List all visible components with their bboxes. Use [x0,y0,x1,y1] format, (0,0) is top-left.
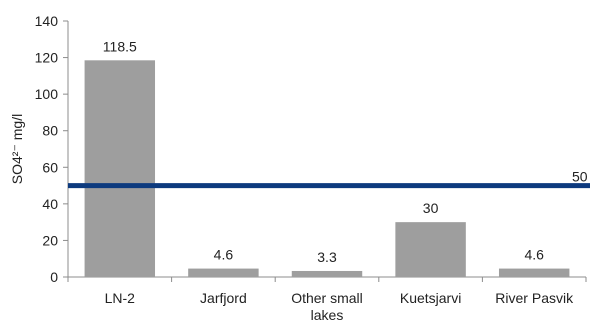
bar [291,270,363,277]
category-label: River Pasvik [495,290,574,306]
y-tick-label: 140 [35,13,59,29]
y-tick-label: 100 [35,86,59,102]
category-labels: LN-2 Jarfjord Other small lakes Kuetsjarvi Ri… [105,290,574,320]
data-label: 4.6 [524,247,544,263]
category-label: Kuetsjarvi [400,290,461,306]
y-tick-label: 0 [50,269,58,285]
category-label: Other small lakes [291,290,363,320]
y-tick-label: 120 [35,50,59,66]
y-ticks: 0 20 40 60 80 100 120 140 [35,13,68,285]
category-label: Jarfjord [200,290,247,306]
y-axis-label: SO4²⁻ mg/l [9,114,25,184]
data-label: 30 [423,200,439,216]
data-label: 118.5 [103,38,137,54]
bars [84,60,570,277]
y-tick-label: 60 [42,159,58,175]
data-label: 3.3 [317,249,337,265]
y-tick-label: 80 [42,123,58,139]
y-tick-label: 20 [42,232,58,248]
bar [188,268,259,277]
data-label: 4.6 [214,247,234,263]
category-label: LN-2 [105,290,136,306]
reference-line-label: 50 [572,169,588,185]
bar [84,60,156,277]
reference-line-group: 50 [68,169,590,189]
bar [498,268,570,277]
bar [395,222,466,277]
y-tick-label: 40 [42,196,58,212]
data-labels: 118.5 4.6 3.3 30 4.6 [103,38,544,265]
